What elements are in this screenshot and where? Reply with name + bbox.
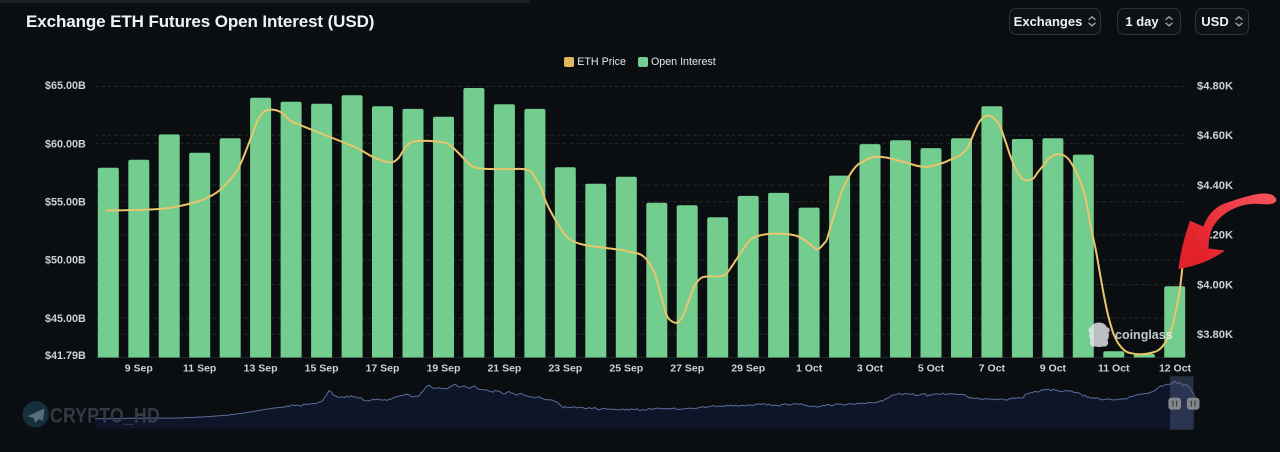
svg-text:$50.00B: $50.00B bbox=[45, 255, 86, 267]
svg-text:coinglass: coinglass bbox=[1115, 328, 1173, 342]
svg-text:$60.00B: $60.00B bbox=[45, 138, 86, 150]
svg-text:23 Sep: 23 Sep bbox=[548, 363, 582, 375]
svg-text:25 Sep: 25 Sep bbox=[609, 363, 643, 375]
svg-text:CRYPTO_HD: CRYPTO_HD bbox=[50, 404, 160, 428]
svg-text:$65.00B: $65.00B bbox=[45, 80, 86, 92]
svg-text:$4.60K: $4.60K bbox=[1197, 130, 1233, 142]
svg-text:9 Oct: 9 Oct bbox=[1040, 363, 1067, 375]
svg-text:11 Oct: 11 Oct bbox=[1098, 363, 1130, 375]
svg-text:29 Sep: 29 Sep bbox=[731, 363, 765, 375]
svg-text:$45.00B: $45.00B bbox=[45, 313, 86, 325]
svg-text:$4.80K: $4.80K bbox=[1197, 80, 1233, 92]
svg-text:19 Sep: 19 Sep bbox=[427, 363, 461, 375]
svg-text:$3.80K: $3.80K bbox=[1197, 329, 1233, 341]
svg-text:15 Sep: 15 Sep bbox=[305, 363, 339, 375]
svg-text:$4.40K: $4.40K bbox=[1197, 180, 1233, 192]
svg-text:12 Oct: 12 Oct bbox=[1159, 363, 1192, 375]
svg-text:11 Sep: 11 Sep bbox=[183, 363, 216, 375]
svg-text:13 Sep: 13 Sep bbox=[244, 363, 278, 375]
svg-text:17 Sep: 17 Sep bbox=[366, 363, 400, 375]
svg-text:7 Oct: 7 Oct bbox=[979, 363, 1006, 375]
svg-text:3 Oct: 3 Oct bbox=[857, 363, 884, 375]
svg-text:27 Sep: 27 Sep bbox=[670, 363, 704, 375]
svg-text:21 Sep: 21 Sep bbox=[487, 363, 521, 375]
svg-text:1 Oct: 1 Oct bbox=[796, 363, 823, 375]
svg-text:$4.00K: $4.00K bbox=[1197, 280, 1233, 292]
svg-text:$55.00B: $55.00B bbox=[45, 197, 86, 209]
svg-text:9 Sep: 9 Sep bbox=[125, 363, 153, 375]
svg-text:5 Oct: 5 Oct bbox=[918, 363, 945, 375]
svg-text:$41.79B: $41.79B bbox=[45, 350, 86, 362]
